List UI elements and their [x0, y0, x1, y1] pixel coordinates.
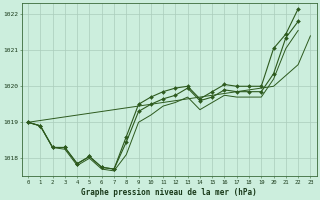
X-axis label: Graphe pression niveau de la mer (hPa): Graphe pression niveau de la mer (hPa) [81, 188, 257, 197]
